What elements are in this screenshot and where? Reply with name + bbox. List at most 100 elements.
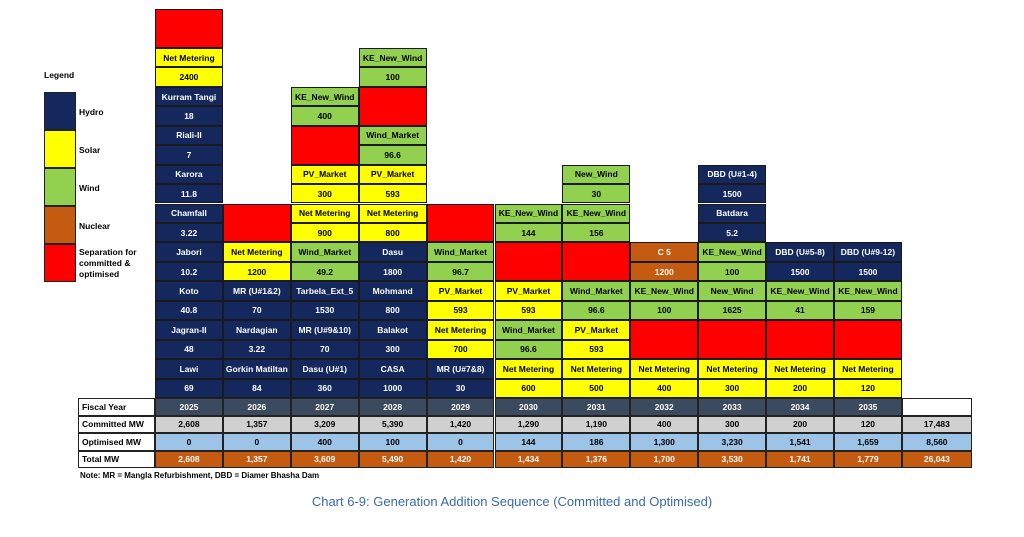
project-name: DBD (U#5-8)	[766, 242, 834, 262]
project-name: PV_Market	[290, 164, 359, 185]
table-cell: 144	[494, 433, 563, 451]
separator-block	[494, 242, 563, 282]
table-cell: 3,209	[290, 415, 359, 433]
project-name: Net Metering	[290, 203, 359, 223]
legend-label-solar: Solar	[79, 145, 101, 155]
legend-title: Legend	[44, 70, 75, 80]
table-cell: 2025	[155, 398, 223, 416]
table-cell: 2035	[834, 398, 902, 416]
project-name: KE_New_Wind	[562, 203, 631, 223]
project-name: Wind_Market	[562, 281, 631, 301]
project-mw: 300	[358, 339, 427, 360]
project-mw: 11.8	[155, 184, 223, 204]
project-mw: 1625	[698, 300, 767, 321]
project-name: Net Metering	[698, 359, 767, 379]
project-name: Dasu (U#1)	[290, 359, 359, 379]
project-mw: 2400	[155, 67, 223, 87]
project-mw: 96.7	[426, 261, 495, 282]
table-cell: 5,490	[358, 450, 427, 468]
table-cell: 1,357	[222, 415, 291, 433]
project-name: Wind_Market	[494, 320, 563, 340]
separator-block	[562, 242, 631, 282]
project-mw: 70	[290, 339, 359, 360]
project-name: DBD (U#9-12)	[834, 242, 902, 262]
project-mw: 18	[155, 106, 223, 126]
table-cell: 2026	[222, 398, 291, 416]
project-name: KE_New_Wind	[494, 203, 563, 223]
project-mw: 100	[358, 67, 427, 87]
table-cell: 0	[222, 433, 291, 451]
table-cell: 2032	[630, 398, 699, 416]
separator-block	[222, 203, 291, 243]
project-name: Riali-II	[155, 125, 223, 146]
project-mw: 200	[766, 378, 834, 398]
table-cell: 1,357	[222, 450, 291, 468]
project-mw: 400	[290, 106, 359, 126]
project-mw: 593	[562, 339, 631, 360]
table-cell: 1,376	[562, 450, 631, 468]
table-cell: 3,530	[698, 450, 767, 468]
project-mw: 144	[494, 222, 563, 243]
project-mw: 84	[222, 378, 291, 398]
legend-swatch-solar	[44, 130, 76, 168]
project-mw: 1000	[358, 378, 427, 398]
project-name: KE_New_Wind	[834, 281, 902, 301]
project-name: PV_Market	[426, 281, 495, 301]
legend-label-sep: Separation for committed & optimised	[79, 247, 137, 279]
legend-swatch-sep	[44, 244, 76, 282]
table-cell: 1,290	[494, 415, 563, 433]
project-name: Net Metering	[155, 47, 223, 68]
project-mw: 120	[834, 378, 902, 398]
project-name: KE_New_Wind	[358, 47, 427, 68]
legend-label-nuclear: Nuclear	[79, 221, 111, 231]
project-name: DBD (U#1-4)	[698, 164, 767, 185]
table-cell: 1,420	[426, 450, 495, 468]
legend-label-hydro: Hydro	[79, 107, 104, 117]
project-name: Mohmand	[358, 281, 427, 301]
table-cell: 2,608	[155, 450, 223, 468]
separator-block	[358, 86, 427, 126]
separator-block	[698, 320, 767, 360]
separator-block	[290, 125, 359, 165]
project-mw: 600	[494, 378, 563, 398]
table-cell: 2034	[766, 398, 834, 416]
project-mw: 69	[155, 378, 223, 398]
table-cell: 2031	[562, 398, 631, 416]
project-name: C 5	[630, 242, 699, 262]
project-mw: 96.6	[562, 300, 631, 321]
project-name: Net Metering	[494, 359, 563, 379]
project-mw: 3.22	[222, 339, 291, 360]
project-name: Net Metering	[222, 242, 291, 262]
table-cell: 1,741	[766, 450, 834, 468]
project-mw: 96.6	[494, 339, 563, 360]
project-mw: 159	[834, 300, 902, 321]
table-cell: 1,779	[834, 450, 902, 468]
project-mw: 1500	[766, 261, 834, 282]
row-header: Committed MW	[78, 415, 155, 433]
table-cell: 186	[562, 433, 631, 451]
project-mw: 7	[155, 145, 223, 165]
project-name: Net Metering	[358, 203, 427, 223]
separator-block	[766, 320, 834, 360]
project-name: Net Metering	[426, 320, 495, 340]
table-cell: 1,420	[426, 415, 495, 433]
row-header: Optimised MW	[78, 433, 155, 451]
project-mw: 41	[766, 300, 834, 321]
project-name: Chamfall	[155, 203, 223, 223]
project-name: Nardagian	[222, 320, 291, 340]
table-cell: 1,659	[834, 433, 902, 451]
table-cell: 120	[834, 415, 902, 433]
table-cell: 1,434	[494, 450, 563, 468]
project-name: KE_New_Wind	[290, 86, 359, 107]
table-cell: 300	[698, 415, 767, 433]
project-mw: 360	[290, 378, 359, 398]
project-mw: 10.2	[155, 261, 223, 282]
project-mw: 40.8	[155, 300, 223, 321]
separator-block	[834, 320, 902, 360]
project-mw: 1200	[630, 261, 699, 282]
legend-swatch-nuclear	[44, 206, 76, 244]
project-mw: 5.2	[698, 222, 767, 243]
project-name: Wind_Market	[358, 125, 427, 146]
project-mw: 70	[222, 300, 291, 321]
project-mw: 1500	[834, 261, 902, 282]
